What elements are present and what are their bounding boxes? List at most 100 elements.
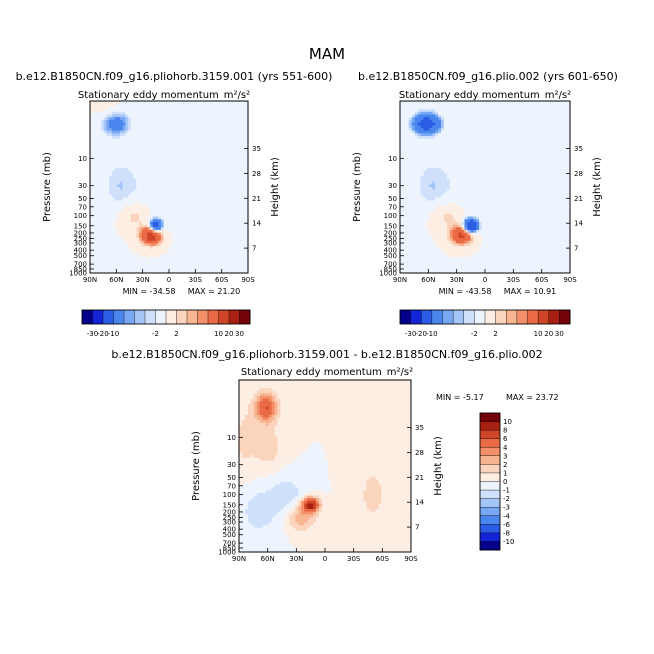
contour-cell — [218, 149, 222, 153]
contour-cell — [196, 184, 200, 188]
contour-cell — [130, 267, 134, 271]
contour-cell — [158, 119, 162, 123]
contour-cell — [228, 189, 233, 193]
contour-cell — [496, 154, 501, 158]
contour-cell — [201, 246, 205, 250]
contour-cell — [473, 109, 477, 113]
contour-cell — [508, 144, 512, 148]
contour-cell — [231, 216, 235, 220]
contour-cell — [188, 173, 192, 177]
contour-cell — [190, 264, 194, 269]
contour-cell — [106, 270, 110, 274]
contour-cell — [220, 170, 224, 174]
contour-cell — [158, 133, 162, 137]
contour-cell — [523, 149, 527, 153]
contour-cell — [149, 165, 154, 169]
contour-cell — [455, 133, 460, 137]
contour-cell — [196, 251, 200, 255]
contour-cell — [109, 192, 113, 196]
contour-cell — [526, 154, 530, 158]
contour-cell — [237, 203, 241, 207]
contour-cell — [117, 259, 121, 263]
contour-cell — [209, 127, 213, 131]
contour-cell — [231, 141, 235, 145]
contour-cell — [185, 173, 189, 177]
contour-cell — [95, 219, 99, 223]
contour-cell — [239, 227, 243, 231]
contour-cell — [239, 211, 243, 215]
contour-cell — [106, 264, 110, 269]
contour-cell — [111, 141, 115, 145]
contour-cell — [234, 176, 238, 180]
contour-cell — [98, 168, 102, 172]
contour-cell — [114, 130, 118, 134]
contour-cell — [188, 122, 192, 126]
contour-cell — [114, 106, 118, 110]
contour-cell — [190, 109, 194, 113]
contour-cell — [193, 224, 197, 228]
contour-cell — [245, 149, 249, 153]
contour-cell — [169, 122, 173, 126]
contour-cell — [119, 144, 124, 148]
contour-cell — [218, 160, 222, 164]
contour-cell — [218, 189, 222, 193]
contour-cell — [139, 259, 143, 263]
contour-cell — [207, 130, 211, 134]
contour-cell — [215, 106, 219, 110]
contour-cell — [429, 141, 433, 145]
contour-cell — [163, 165, 167, 169]
contour-cell — [220, 184, 224, 188]
contour-cell — [92, 216, 96, 220]
contour-cell — [528, 111, 533, 115]
contour-cell — [218, 221, 222, 226]
contour-cell — [98, 219, 102, 223]
contour-cell — [511, 138, 515, 142]
contour-cell — [417, 138, 421, 142]
contour-cell — [158, 152, 162, 156]
contour-cell — [139, 267, 143, 271]
contour-cell — [149, 248, 154, 252]
contour-cell — [182, 133, 186, 137]
contour-cell — [122, 168, 126, 172]
contour-cell — [438, 138, 442, 142]
contour-cell — [549, 114, 553, 118]
contour-cell — [476, 149, 480, 153]
contour-cell — [552, 106, 556, 110]
contour-cell — [130, 165, 134, 169]
contour-cell — [226, 203, 230, 207]
contour-cell — [209, 259, 213, 263]
contour-cell — [420, 103, 424, 107]
contour-cell — [505, 109, 509, 113]
contour-cell — [109, 178, 113, 183]
contour-cell — [400, 149, 404, 153]
contour-cell — [119, 246, 124, 250]
contour-cell — [201, 176, 205, 180]
contour-cell — [166, 264, 170, 269]
contour-cell — [485, 125, 489, 129]
contour-cell — [490, 117, 495, 121]
contour-cell — [177, 127, 181, 131]
contour-cell — [234, 221, 238, 226]
contour-cell — [177, 205, 181, 209]
contour-cell — [122, 127, 126, 131]
contour-cell — [220, 216, 224, 220]
contour-cell — [147, 197, 151, 201]
contour-cell — [100, 149, 105, 153]
contour-cell — [117, 103, 121, 107]
contour-cell — [95, 162, 99, 166]
contour-cell — [100, 262, 105, 266]
contour-cell — [158, 240, 162, 244]
contour-cell — [92, 114, 96, 118]
contour-cell — [218, 197, 222, 201]
contour-cell — [537, 109, 542, 113]
contour-cell — [139, 125, 143, 129]
contour-cell — [198, 117, 203, 121]
contour-cell — [155, 195, 159, 199]
contour-cell — [100, 270, 105, 274]
contour-cell — [223, 114, 227, 118]
contour-cell — [461, 122, 465, 126]
contour-cell — [169, 135, 173, 140]
contour-cell — [152, 203, 156, 207]
contour-cell — [119, 152, 124, 156]
contour-cell — [237, 168, 241, 172]
